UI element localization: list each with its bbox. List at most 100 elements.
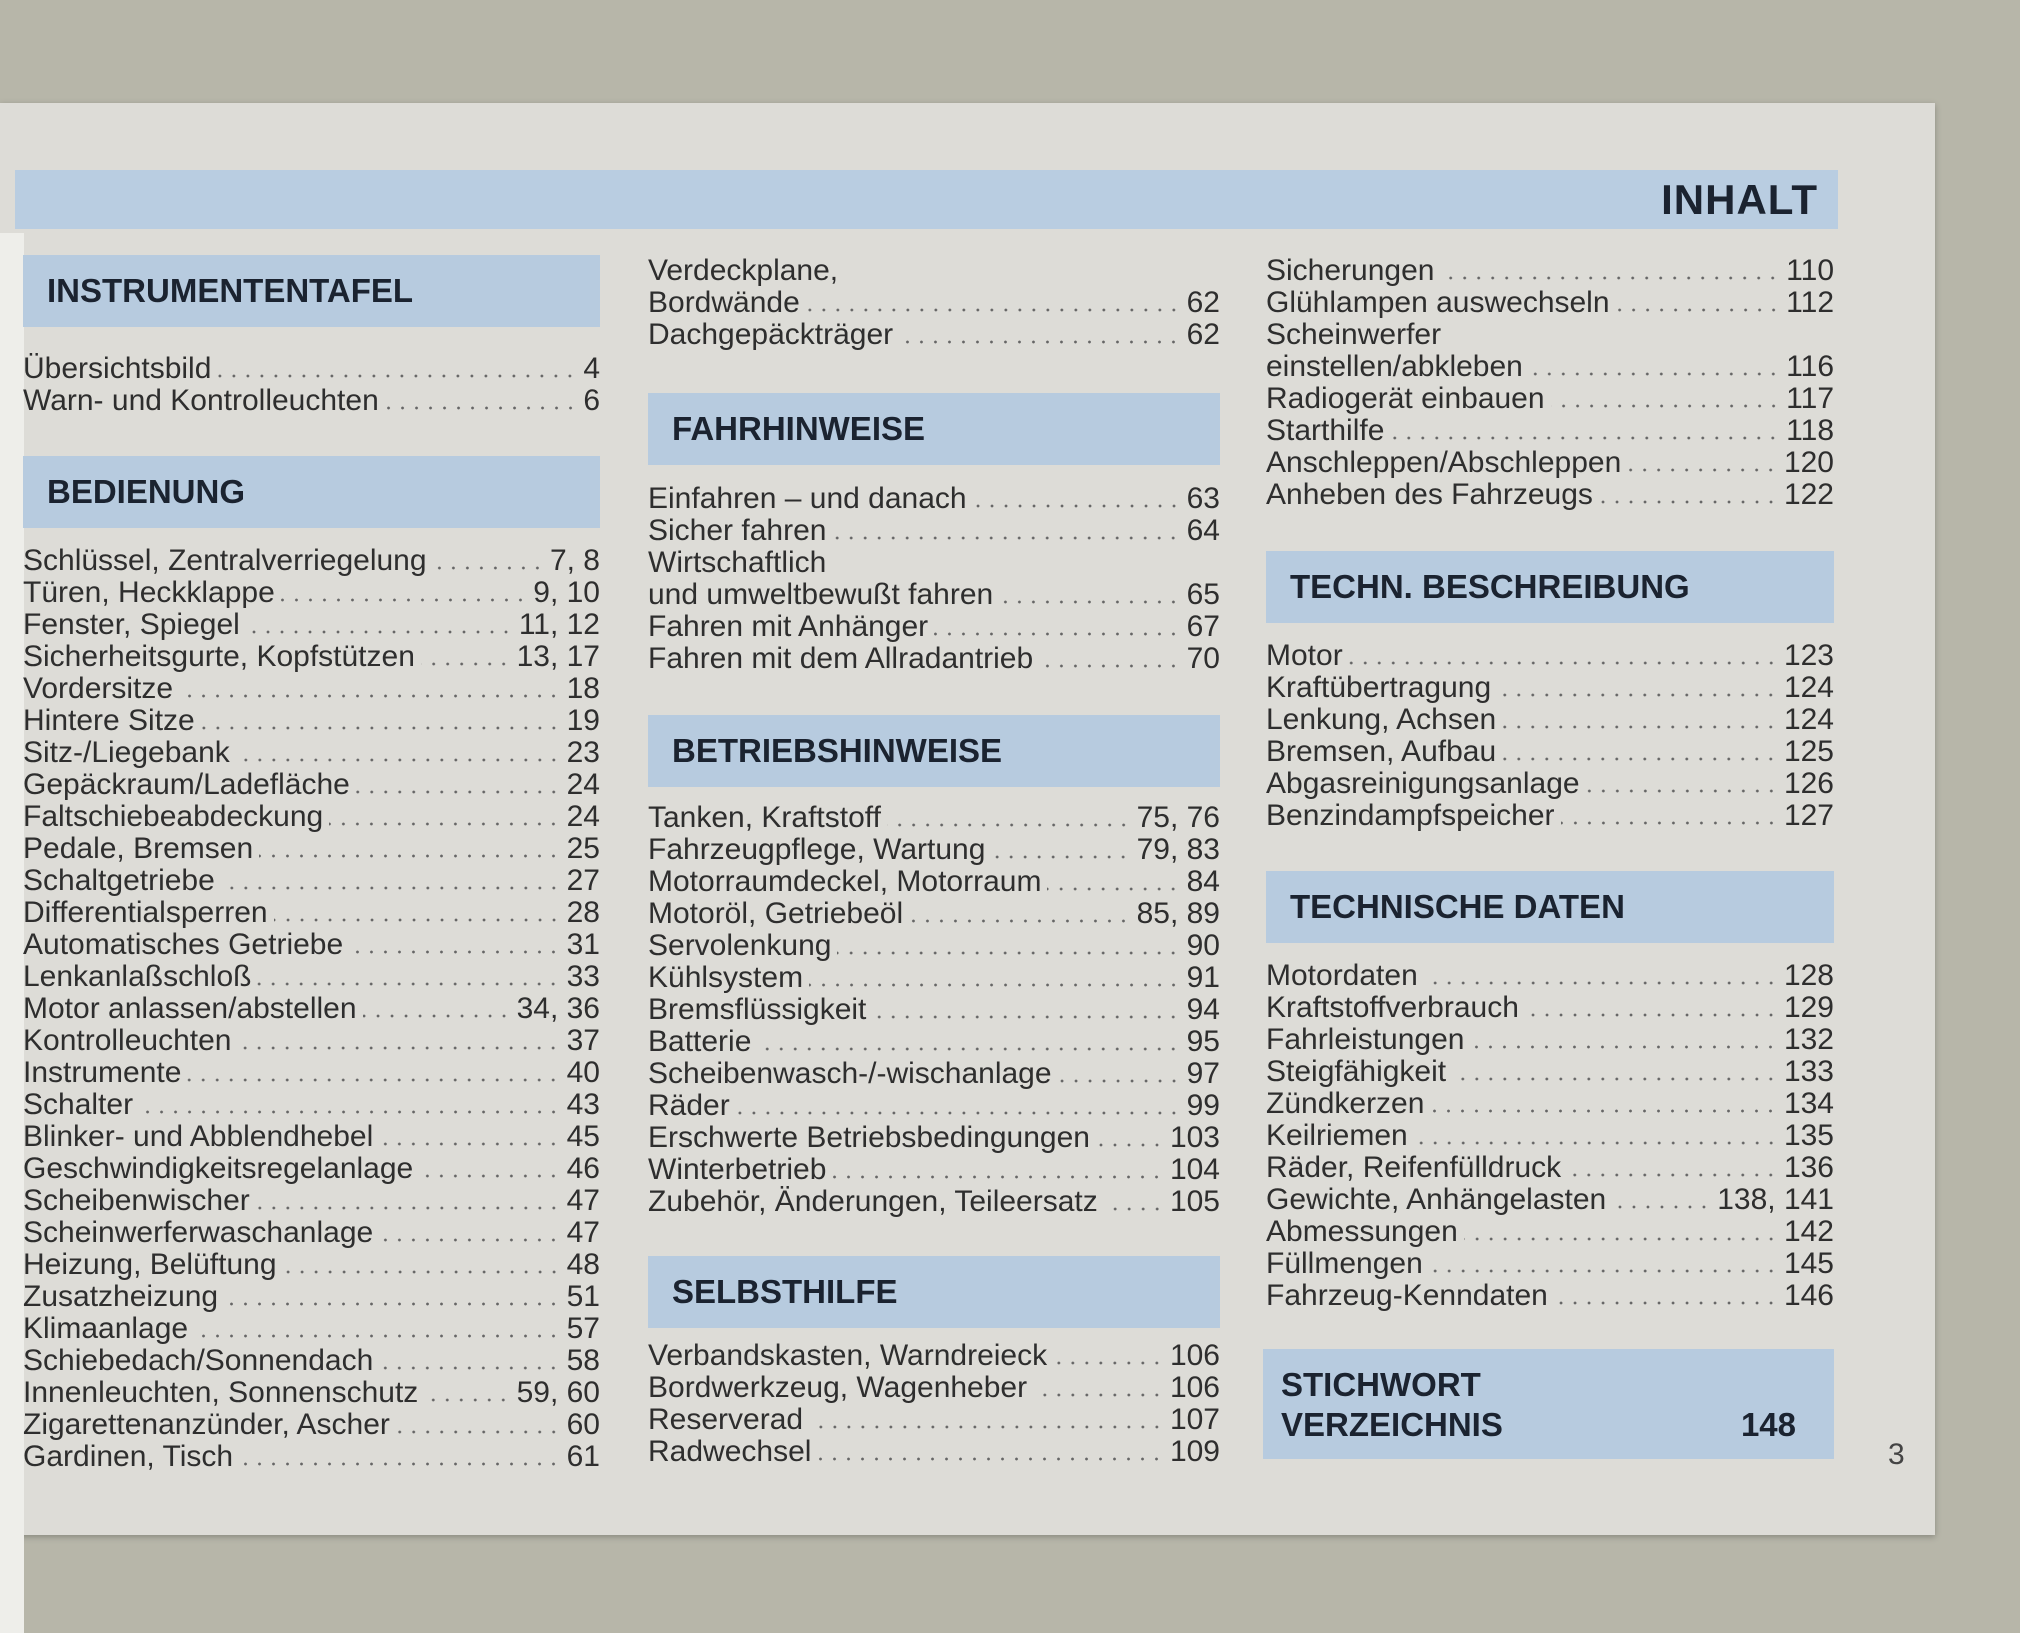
- toc-entry: Verbandskasten, Warndreieck 106: [648, 1340, 1220, 1372]
- entry-label: Starthilfe: [1266, 414, 1385, 447]
- entry-page: 58: [566, 1344, 600, 1377]
- dot-leader: [217, 374, 578, 378]
- entry-page: 138, 141: [1717, 1183, 1834, 1216]
- entry-label: Lenkanlaßschloß: [23, 960, 252, 993]
- entry-page: 84: [1186, 865, 1220, 898]
- toc-entry: Fenster, Spiegel 11, 12: [23, 609, 600, 641]
- toc-entry: Gepäckraum/Ladefläche 24: [23, 769, 600, 801]
- dot-leader: [1423, 981, 1778, 985]
- dot-leader: [1413, 1141, 1778, 1145]
- toc-entry: Tanken, Kraftstoff 75, 76: [648, 802, 1220, 834]
- entry-label: Radiogerät einbauen: [1266, 382, 1545, 415]
- dot-leader: [934, 632, 1181, 636]
- entry-page: 116: [1786, 350, 1834, 383]
- entry-page: 129: [1783, 991, 1834, 1024]
- toc-entry: Zigarettenanzünder, Ascher 60: [23, 1409, 600, 1441]
- page-title: INHALT: [1661, 176, 1818, 223]
- dot-leader: [432, 566, 544, 570]
- entry-label: einstellen/abkleben: [1266, 350, 1523, 383]
- dot-leader: [419, 1174, 561, 1178]
- dot-leader: [237, 1046, 561, 1050]
- entry-label: Glühlampen auswechseln: [1266, 286, 1610, 319]
- entry-label: Kraftstoffverbrauch: [1266, 991, 1519, 1024]
- entry-label: Scheibenwasch-/-wischanlage: [648, 1057, 1052, 1090]
- dot-leader: [379, 1142, 561, 1146]
- entry-label: Schalter: [23, 1088, 134, 1121]
- entry-page: 107: [1169, 1403, 1220, 1436]
- entry-page: 37: [566, 1024, 600, 1057]
- toc-entry: Scheinwerferwaschanlage 47: [23, 1217, 600, 1249]
- entry-page: 112: [1786, 286, 1834, 319]
- entry-label: Schaltgetriebe: [23, 864, 215, 897]
- toc-entry: Radiogerät einbauen 117: [1266, 383, 1834, 415]
- index-title-line2: VERZEICHNIS: [1281, 1406, 1503, 1443]
- dot-leader: [200, 726, 561, 730]
- entry-label: Schiebedach/Sonnendach: [23, 1344, 374, 1377]
- entry-label: Übersichtsbild: [23, 352, 212, 385]
- toc-entry: Sitz-/Liegebank 23: [23, 737, 600, 769]
- entry-page: 27: [566, 864, 600, 897]
- toc-entry: Verdeckplane,: [648, 255, 1220, 287]
- toc-entry: Kontrolleuchten 37: [23, 1025, 600, 1057]
- section-header-fahrhinweise: FAHRHINWEISE: [648, 393, 1220, 465]
- entry-page: 99: [1186, 1089, 1220, 1122]
- entry-label: Zündkerzen: [1266, 1087, 1425, 1120]
- index-box: STICHWORT VERZEICHNIS 148: [1263, 1349, 1834, 1459]
- entry-page: 90: [1186, 929, 1220, 962]
- entry-label: Scheinwerferwaschanlage: [23, 1216, 374, 1249]
- entry-page: 124: [1783, 671, 1834, 704]
- toc-entry: Scheinwerfer: [1266, 319, 1834, 351]
- toc-entry: Pedale, Bremsen 25: [23, 833, 600, 865]
- entry-page: 142: [1783, 1215, 1834, 1248]
- entry-page: 57: [566, 1312, 600, 1345]
- entry-page: 126: [1783, 767, 1834, 800]
- dot-leader: [837, 951, 1181, 955]
- entry-page: 4: [583, 352, 600, 385]
- toc-entry: Lenkung, Achsen 124: [1266, 704, 1834, 736]
- dot-leader: [1390, 436, 1781, 440]
- entry-page: 124: [1783, 703, 1834, 736]
- dot-leader: [886, 823, 1131, 827]
- entry-label: Bordwerkzeug, Wagenheber: [648, 1371, 1028, 1404]
- dot-leader: [1053, 1361, 1164, 1365]
- entry-label: Anheben des Fahrzeugs: [1266, 478, 1593, 511]
- dot-leader: [224, 1302, 561, 1306]
- entry-page: 64: [1186, 514, 1220, 547]
- entry-page: 60: [566, 1408, 600, 1441]
- toc-entry: Faltschiebeabdeckung 24: [23, 801, 600, 833]
- toc-entry: Wirtschaftlich: [648, 547, 1220, 579]
- toc-entry: Erschwerte Betriebsbedingungen 103: [648, 1122, 1220, 1154]
- entry-label: Innenleuchten, Sonnenschutz: [23, 1376, 419, 1409]
- entry-label: Pedale, Bremsen: [23, 832, 254, 865]
- section-header-betriebshinweise: BETRIEBSHINWEISE: [648, 715, 1220, 787]
- entry-page: 65: [1186, 578, 1220, 611]
- entry-page: 63: [1186, 482, 1220, 515]
- dot-leader: [1440, 276, 1781, 280]
- entry-label: Steigfähigkeit: [1266, 1055, 1447, 1088]
- toc-entry: Reserverad 107: [648, 1404, 1220, 1436]
- previous-page-edge: [0, 233, 24, 1633]
- toc-entry: Benzindampfspeicher 127: [1266, 800, 1834, 832]
- toc-entry: Schalter 43: [23, 1089, 600, 1121]
- entry-label: Motor: [1266, 639, 1343, 672]
- entry-page: 120: [1783, 446, 1834, 479]
- toc-entry: Motor anlassen/abstellen 34, 36: [23, 993, 600, 1025]
- entry-label: und umweltbewußt fahren: [648, 578, 994, 611]
- dot-leader: [424, 1398, 511, 1402]
- toc-entries: Schlüssel, Zentralverriegelung 7, 8 Türen,…: [23, 545, 600, 1473]
- entry-page: 85, 89: [1136, 897, 1220, 930]
- entry-label: Einfahren – und danach: [648, 482, 967, 515]
- entry-label: Zigarettenanzünder, Ascher: [23, 1408, 390, 1441]
- toc-entry: Motoröl, Getriebeöl 85, 89: [648, 898, 1220, 930]
- entry-label: Erschwerte Betriebsbedingungen: [648, 1121, 1090, 1154]
- dot-leader: [809, 1425, 1164, 1429]
- dot-leader: [757, 1047, 1181, 1051]
- entry-page: 125: [1783, 735, 1834, 768]
- section-header-selbsthilfe: SELBSTHILFE: [648, 1256, 1220, 1328]
- toc-entries: Tanken, Kraftstoff 75, 76 Fahrzeugpflege, …: [648, 802, 1220, 1218]
- entry-label: Gewichte, Anhängelasten: [1266, 1183, 1607, 1216]
- entry-label: Motoröl, Getriebeöl: [648, 897, 904, 930]
- dot-leader: [1452, 1077, 1778, 1081]
- entry-page: 47: [566, 1216, 600, 1249]
- dot-leader: [239, 1462, 561, 1466]
